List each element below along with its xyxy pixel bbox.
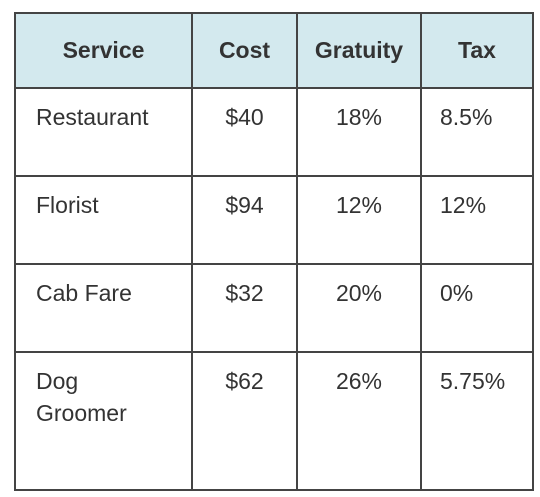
cell-gratuity: 18% — [296, 87, 422, 177]
cell-gratuity: 12% — [296, 175, 422, 265]
table-row: Cab Fare $32 20% 0% — [14, 263, 534, 353]
cell-cost: $62 — [191, 351, 298, 491]
cell-gratuity: 20% — [296, 263, 422, 353]
table-row: Florist $94 12% 12% — [14, 175, 534, 265]
cell-tax: 12% — [420, 175, 534, 265]
service-name-wrapped: Dog Groomer — [36, 368, 127, 426]
header-tax: Tax — [420, 12, 534, 89]
header-row: Service Cost Gratuity Tax — [14, 12, 534, 89]
cell-cost: $32 — [191, 263, 298, 353]
cell-tax: 8.5% — [420, 87, 534, 177]
cell-tax: 5.75% — [420, 351, 534, 491]
cell-cost: $40 — [191, 87, 298, 177]
cell-service: Restaurant — [14, 87, 193, 177]
cell-service: Cab Fare — [14, 263, 193, 353]
header-gratuity: Gratuity — [296, 12, 422, 89]
service-cost-table: Service Cost Gratuity Tax Restaurant $40… — [14, 12, 534, 491]
cell-cost: $94 — [191, 175, 298, 265]
cell-tax: 0% — [420, 263, 534, 353]
cell-gratuity: 26% — [296, 351, 422, 491]
header-cost: Cost — [191, 12, 298, 89]
table-row: Restaurant $40 18% 8.5% — [14, 87, 534, 177]
cell-service: Florist — [14, 175, 193, 265]
header-service: Service — [14, 12, 193, 89]
table-row: Dog Groomer $62 26% 5.75% — [14, 351, 534, 491]
cell-service: Dog Groomer — [14, 351, 193, 491]
